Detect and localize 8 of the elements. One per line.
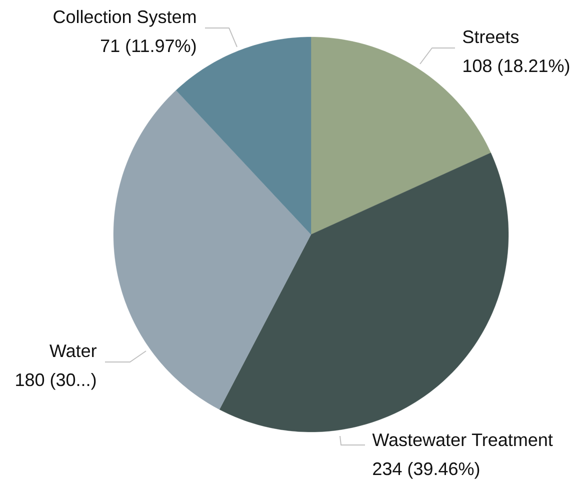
slice-label: Wastewater Treatment — [372, 434, 553, 446]
slice-label: Water — [50, 344, 97, 358]
slice-label: Collection System — [54, 10, 196, 27]
data-label: 234 (39.46%) — [373, 462, 480, 479]
data-label: 71 (11.97%) — [101, 38, 196, 56]
data-label: 180 (30...) — [16, 372, 96, 390]
slice-label: Streets — [463, 30, 519, 44]
data-label: 108 (18.21%) — [464, 58, 570, 76]
